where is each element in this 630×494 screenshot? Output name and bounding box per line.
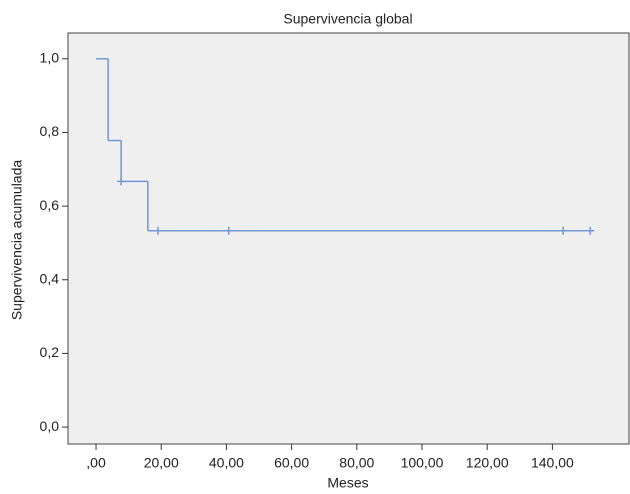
chart-title: Supervivencia global xyxy=(283,11,412,27)
censor-mark xyxy=(224,226,233,235)
x-tick-label: ,00 xyxy=(86,455,106,471)
x-axis-label: Meses xyxy=(327,475,368,491)
x-tick-label: 40,00 xyxy=(209,455,244,471)
x-tick-label: 120,00 xyxy=(466,455,509,471)
y-axis-label: Supervivencia acumulada xyxy=(9,160,25,321)
x-tick-label: 80,00 xyxy=(339,455,374,471)
plot-area xyxy=(67,32,630,445)
y-tick-label: 0,0 xyxy=(40,418,60,434)
censor-mark xyxy=(559,226,568,235)
y-tick-label: 0,2 xyxy=(40,344,60,360)
censor-mark xyxy=(586,226,595,235)
y-tick-label: 0,4 xyxy=(40,270,60,286)
y-tick-label: 0,8 xyxy=(40,123,60,139)
x-tick-label: 60,00 xyxy=(274,455,309,471)
y-tick-label: 0,6 xyxy=(40,197,60,213)
censor-mark xyxy=(117,177,126,186)
x-tick-label: 140,00 xyxy=(531,455,574,471)
censor-mark xyxy=(153,226,162,235)
x-tick-label: 20,00 xyxy=(144,455,179,471)
x-tick-label: 100,00 xyxy=(401,455,444,471)
y-tick-label: 1,0 xyxy=(40,49,60,65)
